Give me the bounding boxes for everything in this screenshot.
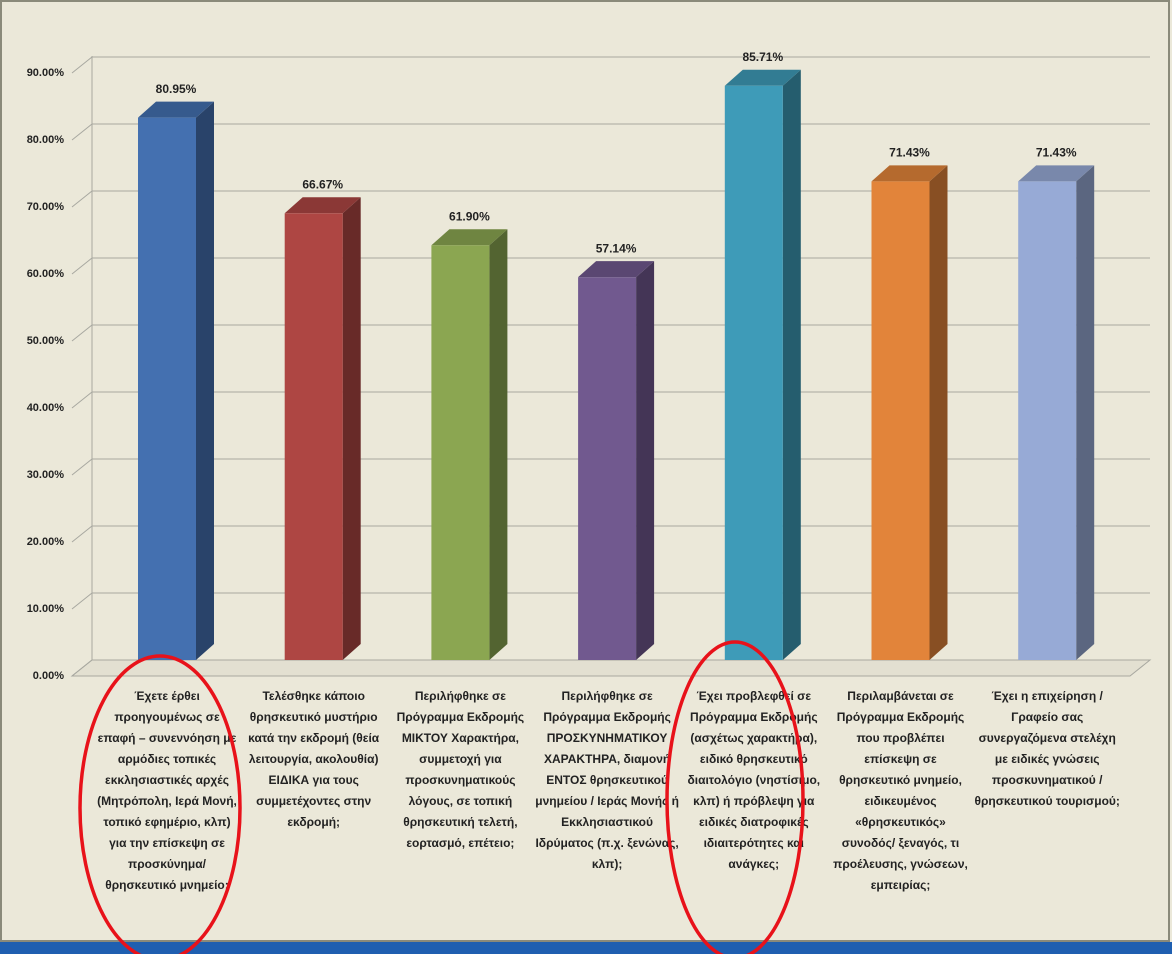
value-label: 71.43% [1036, 146, 1077, 160]
x-tick-label: Περιλαμβάνεται σε Πρόγραμμα Εκδρομής που… [833, 689, 968, 892]
value-label: 57.14% [596, 241, 637, 255]
y-tick-label: 40.00% [27, 402, 65, 414]
bar [138, 117, 196, 660]
floor [70, 659, 1152, 677]
y-tick-label: 10.00% [27, 603, 65, 615]
bar [578, 277, 637, 660]
bar-side [489, 229, 508, 660]
value-label: 61.90% [449, 209, 490, 223]
value-label: 66.67% [302, 177, 343, 191]
bar-top [578, 261, 655, 278]
y-tick-label: 50.00% [27, 335, 65, 347]
x-tick-label: Περιλήφθηκε σε Πρόγραμμα Εκδρομής ΜΙΚΤΟΥ… [396, 689, 525, 850]
y-tick-label: 90.00% [27, 67, 65, 79]
value-label: 71.43% [889, 146, 930, 160]
bar-top [724, 69, 801, 86]
bar-top [1018, 165, 1095, 182]
y-tick-label: 20.00% [27, 536, 65, 548]
bar-side [1076, 165, 1095, 660]
bar-side [782, 69, 801, 661]
x-tick-label: Περιλήφθηκε σε Πρόγραμμα Εκδρομής ΠΡΟΣΚΥ… [535, 689, 679, 871]
y-tick-label: 70.00% [27, 201, 65, 213]
grid-line [71, 56, 1150, 74]
value-label: 85.71% [742, 50, 783, 64]
bar [284, 213, 343, 660]
y-tick-label: 60.00% [27, 268, 65, 280]
bar-side [929, 165, 948, 660]
y-tick-label: 0.00% [33, 670, 64, 682]
bar-top [871, 165, 948, 182]
x-tick-label: Έχει η επιχείρηση / Γραφείο σας συνεργαζ… [974, 689, 1120, 808]
bar [431, 245, 490, 660]
bottom-strip [0, 942, 1172, 954]
bar [724, 85, 783, 661]
bar [1018, 181, 1077, 660]
bar-side [636, 261, 655, 660]
y-tick-label: 30.00% [27, 469, 65, 481]
x-tick-label: Τελέσθηκε κάποιο θρησκευτικό μυστήριο κα… [248, 689, 380, 829]
bar-top [284, 197, 361, 214]
x-tick-label: Έχει προβλεφθεί σε Πρόγραμμα Εκδρομής (α… [687, 689, 821, 871]
bar-side [342, 197, 361, 660]
bar [871, 181, 930, 660]
y-tick-label: 80.00% [27, 134, 65, 146]
bar-top [431, 229, 508, 246]
bar-side [196, 101, 214, 660]
value-label: 80.95% [156, 82, 197, 96]
x-tick-label: Έχετε έρθει προηγουμένως σε επαφή – συνε… [97, 689, 237, 892]
bar-top [138, 101, 214, 118]
